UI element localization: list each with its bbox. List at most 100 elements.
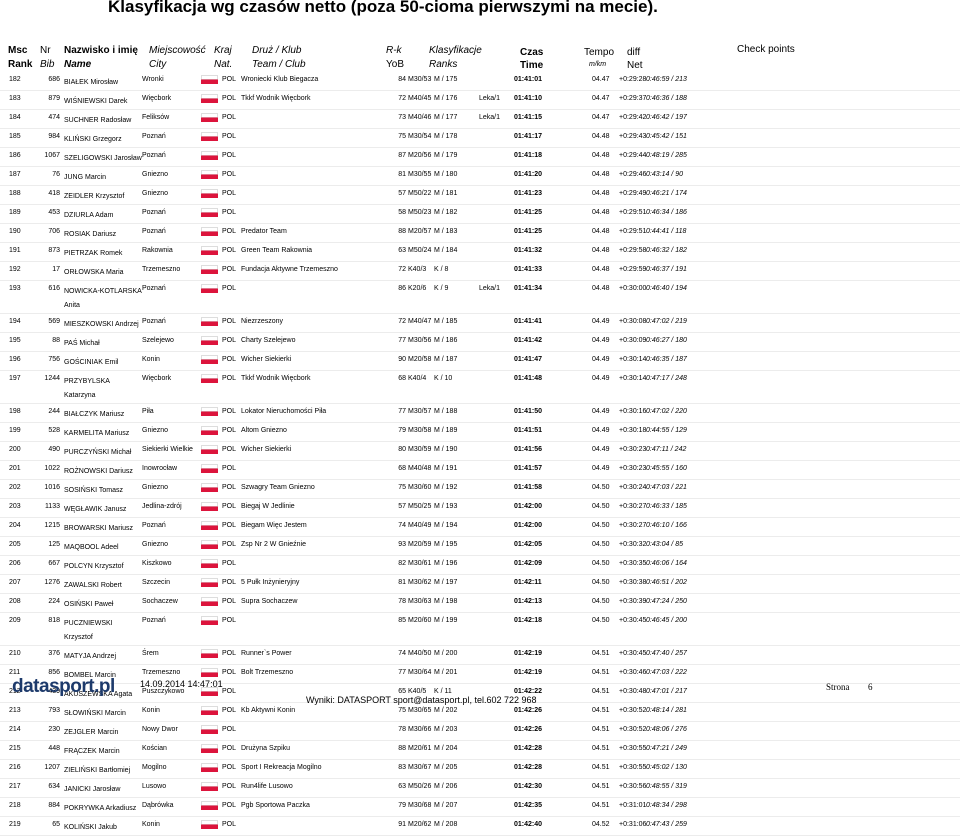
time: 01:42:00: [514, 503, 543, 510]
place: M / 201: [434, 669, 458, 676]
flag-icon: [201, 407, 218, 416]
diff: +0:29:44: [619, 152, 647, 159]
time: 01:42:09: [514, 560, 543, 567]
nat: POL: [222, 152, 237, 159]
city: Konin: [142, 356, 160, 363]
result-row: KARMELITA Mariusz 199 528 Gniezno POL Altom G…: [0, 423, 960, 442]
city: Konin: [142, 821, 160, 828]
place: M / 195: [434, 541, 458, 548]
place: M / 200: [434, 650, 458, 657]
club: Drużyna Szpiku: [241, 745, 291, 752]
flag-icon: [201, 559, 218, 568]
place: M / 189: [434, 427, 458, 434]
city: Szelejewo: [142, 337, 174, 344]
flag-icon: [201, 246, 218, 255]
col-head: City: [149, 59, 167, 70]
flag-red: [201, 411, 218, 416]
col-head: YoB: [386, 59, 404, 70]
bib: 453: [48, 209, 60, 216]
net: 0:47:02 / 220: [646, 408, 687, 415]
result-row: FRĄCZEK Marcin 215 448 Kościan POL Drużyna Sz…: [0, 741, 960, 760]
pace: 04.51: [592, 707, 610, 714]
rank: 205: [9, 541, 21, 548]
page-label: Strona: [826, 682, 850, 692]
place: M / 207: [434, 802, 458, 809]
city: Dąbrówka: [142, 802, 174, 809]
col-head: R-k: [386, 45, 402, 56]
flag-icon: [201, 336, 218, 345]
net: 0:47:17 / 248: [646, 375, 687, 382]
nat: POL: [222, 356, 237, 363]
nat: POL: [222, 427, 237, 434]
nat: POL: [222, 707, 237, 714]
yob: 81: [398, 171, 406, 178]
diff: +0:30:52: [619, 726, 647, 733]
time: 01:42:28: [514, 764, 543, 771]
diff: +0:30:55: [619, 745, 647, 752]
name: MIESZKOWSKI Andrzej: [64, 321, 139, 328]
result-row: MAQBOOL Adeel 205 125 Gniezno POL Zsp Nr 2 W …: [0, 537, 960, 556]
rank: 186: [9, 152, 21, 159]
flag-red: [201, 824, 218, 829]
city: Gniezno: [142, 171, 169, 178]
nat: POL: [222, 375, 237, 382]
flag-icon: [201, 744, 218, 753]
time: 01:41:25: [514, 228, 543, 235]
cat: M50/26: [408, 783, 432, 790]
flag-white: [201, 132, 218, 137]
net: 0:46:37 / 191: [646, 266, 687, 273]
net: 0:47:03 / 221: [646, 484, 687, 491]
city: Kiszkowo: [142, 560, 172, 567]
time: 01:41:17: [514, 133, 543, 140]
pace: 04.47: [592, 114, 610, 121]
diff: +0:31:06: [619, 821, 647, 828]
nat: POL: [222, 821, 237, 828]
flag-red: [201, 563, 218, 568]
bib: 528: [48, 427, 60, 434]
flag-white: [201, 578, 218, 583]
net: 0:46:21 / 174: [646, 190, 687, 197]
time: 01:41:57: [514, 465, 543, 472]
flag: [201, 151, 218, 160]
pace: 04.50: [592, 617, 610, 624]
club: Predator Team: [241, 228, 287, 235]
place: M / 180: [434, 171, 458, 178]
flag-icon: [201, 820, 218, 829]
club: Zsp Nr 2 W Gnieźnie: [241, 541, 306, 548]
flag-white: [201, 336, 218, 341]
net: 0:47:21 / 249: [646, 745, 687, 752]
net: 0:47:43 / 259: [646, 821, 687, 828]
flag: [201, 521, 218, 530]
name: KLIŃSKI Grzegorz: [64, 136, 122, 143]
name: WIŚNIEWSKI Darek: [64, 98, 128, 105]
cat: M20/58: [408, 356, 432, 363]
nat: POL: [222, 247, 237, 254]
flag-red: [201, 710, 218, 715]
flag-icon: [201, 317, 218, 326]
results-table: BIAŁEK Mirosław 182 686 Wronki POL Wroniecki …: [0, 72, 960, 836]
bib: 17: [52, 266, 60, 273]
cat: M40/50: [408, 650, 432, 657]
place: M / 203: [434, 726, 458, 733]
cat: M40/47: [408, 318, 432, 325]
name: AKUSZEWSKA Agata: [64, 691, 133, 698]
name: KARMELITA Mariusz: [64, 430, 130, 437]
club: Run4life Lusowo: [241, 783, 293, 790]
net: 0:46:27 / 180: [646, 337, 687, 344]
result-row: SUCHNER Radosław 184 474 Feliksów POL 73 M40/4…: [0, 110, 960, 129]
bib: 1244: [44, 375, 60, 382]
diff: +0:29:51: [619, 209, 647, 216]
flag-icon: [201, 649, 218, 658]
pace: 04.50: [592, 579, 610, 586]
flag-red: [201, 468, 218, 473]
diff: +0:30:27: [619, 522, 647, 529]
city: Szczecin: [142, 579, 171, 586]
flag-icon: [201, 355, 218, 364]
bib: 1016: [44, 484, 60, 491]
nat: POL: [222, 285, 237, 292]
nat: POL: [222, 318, 237, 325]
flag: [201, 820, 218, 829]
flag-white: [201, 426, 218, 431]
flag-white: [201, 782, 218, 787]
time: 01:41:41: [514, 318, 543, 325]
